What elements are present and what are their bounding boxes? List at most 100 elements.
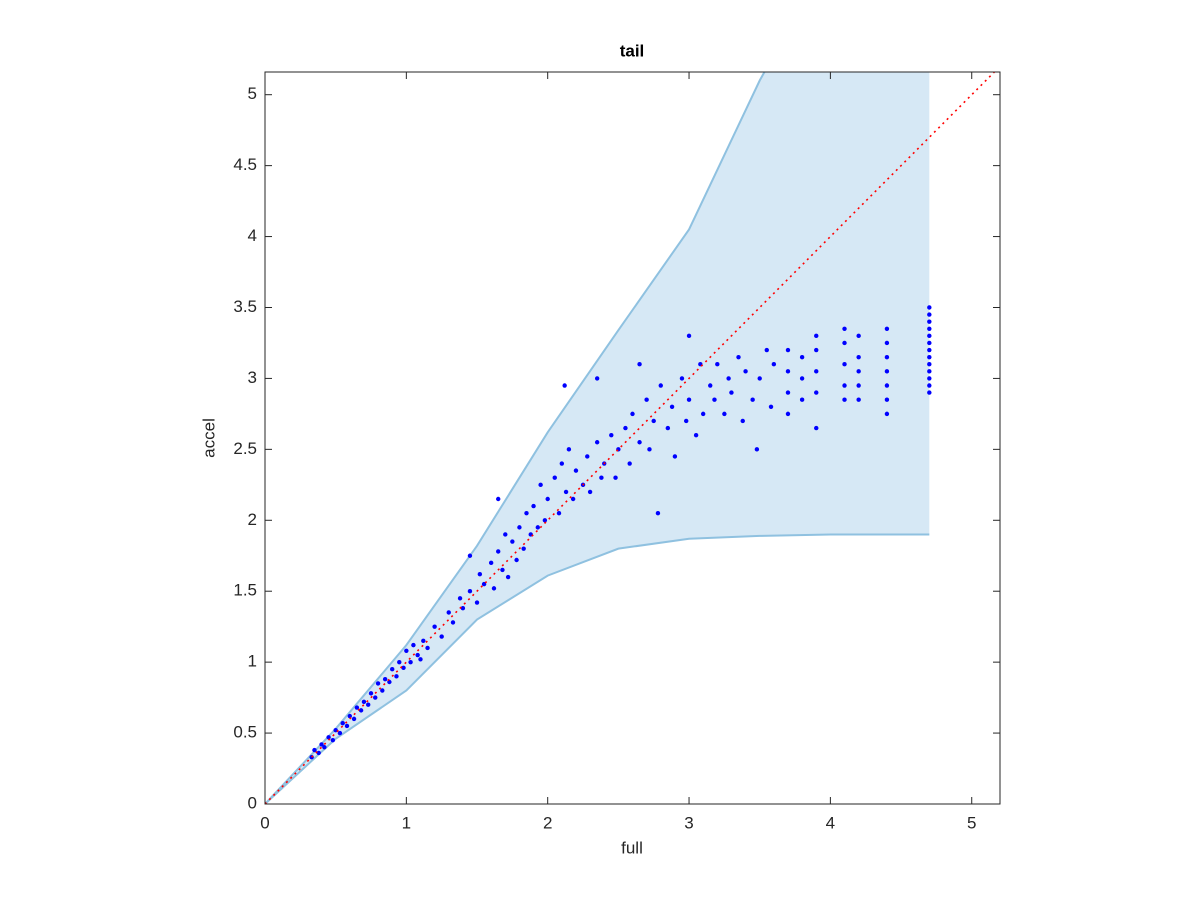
data-point [316, 750, 321, 756]
data-point [623, 425, 628, 431]
data-point [481, 581, 487, 587]
data-point [517, 525, 522, 530]
data-point [927, 383, 932, 388]
data-point [842, 326, 847, 331]
data-point [842, 340, 847, 346]
data-point [432, 624, 437, 629]
data-point [411, 642, 416, 648]
x-tick-label: 4 [826, 813, 835, 832]
axes-box [264, 71, 1001, 805]
data-point [693, 432, 699, 438]
data-point [609, 432, 614, 438]
data-point [884, 326, 890, 331]
data-point [842, 383, 847, 388]
data-point [545, 496, 550, 502]
data-point [785, 369, 791, 374]
data-point [408, 659, 413, 665]
y-tick-label: 4 [248, 226, 257, 245]
data-point [927, 312, 932, 317]
data-point [566, 447, 572, 452]
data-point [740, 418, 745, 424]
data-point [450, 620, 456, 625]
data-point [627, 461, 632, 466]
data-point [637, 440, 642, 445]
data-point [814, 333, 819, 339]
data-point [743, 369, 748, 374]
data-point [757, 376, 762, 381]
data-point [474, 600, 480, 605]
data-point [562, 383, 567, 388]
data-point [488, 560, 494, 566]
data-point [467, 553, 473, 558]
data-point [700, 411, 706, 417]
data-point [365, 702, 371, 707]
data-point [358, 708, 364, 713]
data-point [768, 404, 774, 409]
data-point [669, 404, 675, 409]
y-tick-label: 4.5 [233, 155, 257, 174]
data-point [340, 720, 345, 726]
x-axis-label: full [621, 838, 643, 857]
data-point [503, 532, 508, 537]
y-tick-label: 0.5 [233, 723, 257, 742]
data-point [510, 539, 515, 544]
data-point [856, 397, 861, 402]
data-point [425, 645, 430, 651]
data-point [884, 383, 890, 388]
data-point [927, 390, 932, 395]
data-point [531, 503, 536, 509]
data-point [842, 397, 847, 402]
data-point [542, 518, 548, 523]
y-tick-label: 0 [248, 793, 257, 812]
data-point [771, 362, 777, 367]
data-point [467, 589, 473, 594]
chart-title: tail [620, 41, 645, 60]
data-point [401, 665, 406, 671]
data-point [585, 454, 590, 459]
data-point [418, 657, 423, 662]
data-point [514, 557, 519, 563]
data-point [322, 745, 327, 750]
x-tick-label: 0 [260, 813, 269, 832]
data-point [570, 496, 576, 502]
data-point [415, 652, 420, 658]
data-point [613, 475, 618, 480]
data-point [658, 383, 663, 388]
data-point [814, 390, 819, 395]
y-axis-label: accel [199, 418, 218, 458]
data-point [679, 376, 685, 381]
data-point [347, 713, 353, 719]
data-point [552, 475, 557, 480]
data-point [587, 489, 593, 495]
data-point [927, 347, 932, 353]
y-tick-label: 2.5 [233, 439, 257, 458]
data-point [496, 549, 501, 554]
data-point [729, 390, 734, 395]
y-tick-label: 3.5 [233, 297, 257, 316]
y-tick-label: 1 [248, 652, 257, 671]
data-point [538, 482, 543, 488]
data-point [505, 574, 511, 580]
data-point [814, 347, 819, 353]
data-point [722, 411, 727, 417]
data-point [927, 333, 932, 339]
data-point [884, 369, 890, 374]
data-point [373, 695, 378, 700]
data-point [439, 634, 444, 639]
band-upper-edge [265, 72, 766, 804]
y-tick-label: 5 [248, 84, 257, 103]
data-point [556, 510, 562, 516]
data-point [884, 340, 890, 346]
plot-area [265, 72, 996, 804]
data-point [647, 447, 652, 452]
y-tick-label: 3 [248, 368, 257, 387]
data-point [686, 397, 692, 402]
data-point [927, 369, 932, 374]
data-point [491, 586, 497, 591]
data-point [686, 333, 692, 339]
data-point [712, 397, 717, 402]
data-point [754, 447, 760, 452]
data-point [524, 510, 529, 516]
data-point [380, 688, 385, 693]
data-point [599, 475, 604, 480]
